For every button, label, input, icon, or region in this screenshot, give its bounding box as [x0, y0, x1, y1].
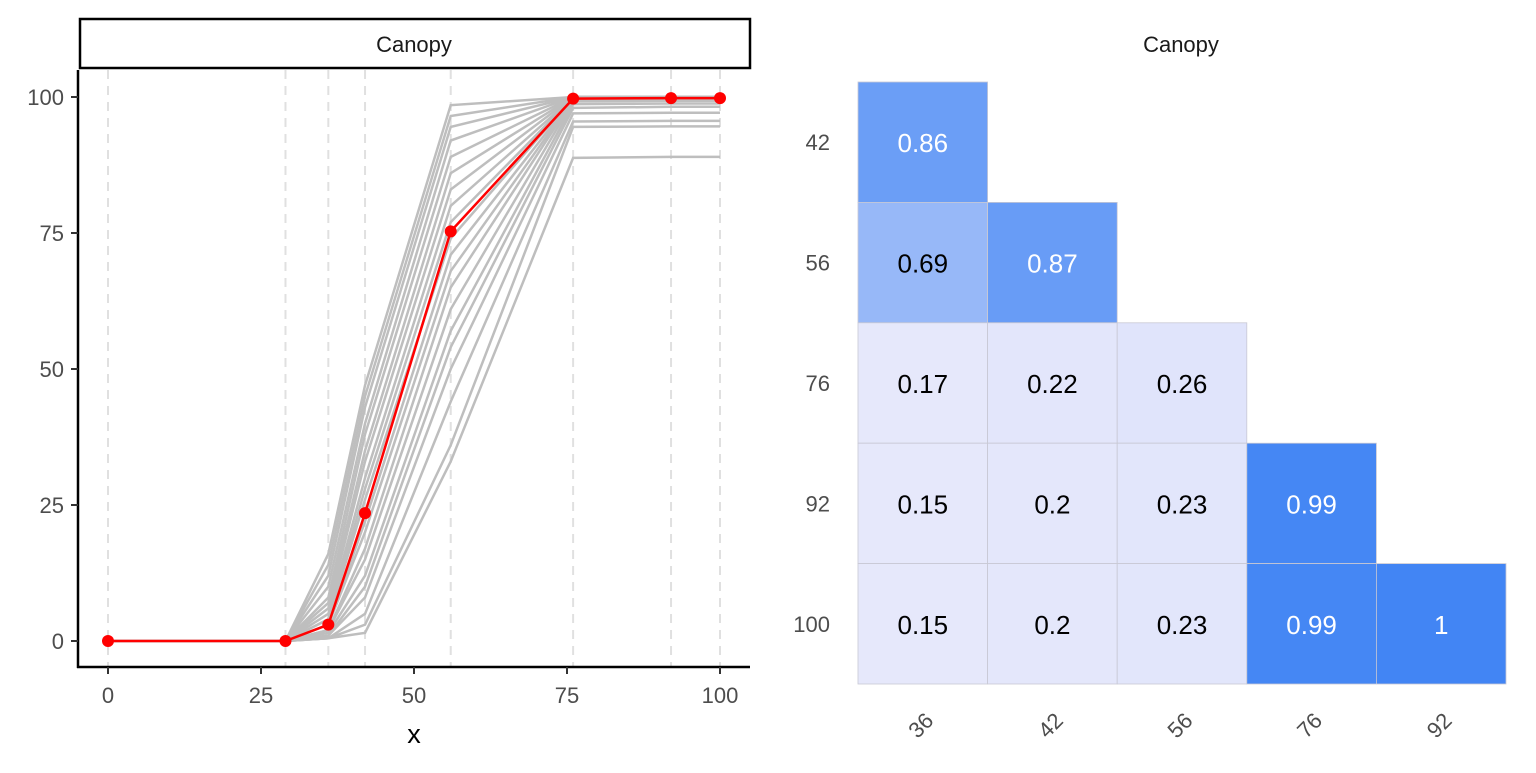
- highlight-point: [714, 92, 726, 105]
- heatmap-x-label: 36: [903, 708, 938, 743]
- heatmap-cell-label: 0.26: [1157, 369, 1208, 399]
- heatmap-cell: [1116, 322, 1248, 444]
- heatmap-cell: [857, 563, 989, 685]
- x-tick-label: 25: [249, 683, 273, 708]
- heatmap-panel: Canopy 0.860.69 0.870.17 0.22 0.260.15 0.2 0.…: [793, 32, 1507, 743]
- facet-strip-label: Canopy: [376, 32, 452, 57]
- heatmap-y-label: 92: [806, 491, 830, 516]
- background-series-line: [108, 111, 720, 643]
- highlight-point: [359, 507, 372, 520]
- heatmap-cell: [857, 442, 989, 565]
- background-series-group: [108, 95, 720, 643]
- x-tick-label: 100: [702, 683, 739, 708]
- facet-strip: [78, 17, 752, 70]
- highlight-point: [444, 225, 457, 238]
- heatmap-cell: [1376, 563, 1507, 685]
- highlight-point: [102, 635, 114, 647]
- heatmap-cell: [1246, 563, 1377, 685]
- heatmap-cell-label: 0.23: [1157, 489, 1208, 519]
- highlight-series-group: [102, 92, 726, 647]
- y-tick-label: 25: [40, 493, 64, 518]
- heatmap-cell-label: 0.99: [1286, 610, 1337, 640]
- highlight-point: [322, 618, 335, 631]
- background-series-line: [108, 105, 720, 643]
- heatmap-cell: [987, 322, 1118, 444]
- heatmap-x-label: 56: [1163, 708, 1198, 743]
- heatmap-y-label: 76: [806, 371, 830, 396]
- heatmap-cell-label: 0.15: [897, 610, 948, 640]
- y-tick-label: 75: [40, 221, 64, 246]
- heatmap-cell: [987, 563, 1118, 685]
- heatmap-cell-label: 0.86: [897, 128, 948, 158]
- highlight-point: [279, 635, 292, 647]
- heatmap-cell-label: 0.22: [1027, 369, 1078, 399]
- heatmap-cell-label: 0.69: [897, 249, 948, 279]
- heatmap-x-label: 92: [1422, 708, 1457, 743]
- heatmap-x-label: 42: [1033, 708, 1068, 743]
- heatmap-y-label: 100: [793, 612, 830, 637]
- background-series-line: [108, 96, 720, 643]
- heatmap-cell-label: 0.23: [1157, 610, 1208, 640]
- highlight-series-line: [108, 96, 720, 643]
- heatmap-cell: [1116, 563, 1248, 685]
- heatmap-cell-label: 0.15: [897, 489, 948, 519]
- heatmap-cell-label: 0.99: [1286, 489, 1337, 519]
- y-tick-label: 100: [27, 85, 64, 110]
- heatmap-cell-label: 1: [1434, 610, 1448, 640]
- line-chart-panel: Canopy 0 25 50 75 100 0 25 50 75 100 x: [27, 17, 752, 749]
- heatmap-cells: 0.86 0.69 0.87 0.17 0.22 0.26 0.15 0.2 0.23 0.99 0…: [857, 81, 1507, 685]
- y-tick-label: 0: [52, 629, 64, 654]
- highlight-point: [567, 92, 580, 105]
- x-axis-title: x: [407, 719, 421, 749]
- x-tick-label: 0: [102, 683, 114, 708]
- heatmap-cell: [987, 442, 1118, 565]
- heatmap-x-label: 76: [1292, 708, 1327, 743]
- heatmap-y-label: 42: [806, 130, 830, 155]
- heatmap-cell: [987, 201, 1118, 324]
- y-tick-label: 50: [40, 357, 64, 382]
- x-tick-label: 75: [555, 683, 579, 708]
- heatmap-cell: [857, 81, 989, 203]
- heatmap-cell: [857, 322, 989, 444]
- heatmap-title: Canopy: [1143, 32, 1219, 57]
- heatmap-y-label: 56: [806, 251, 830, 276]
- line-chart-axes: 0 25 50 75 100 0 25 50 75 100: [27, 70, 750, 708]
- heatmap-cell-label: 0.87: [1027, 249, 1078, 279]
- heatmap-cell-label: 0.2: [1034, 489, 1070, 519]
- heatmap-cell-label: 0.17: [897, 369, 948, 399]
- highlight-point: [665, 92, 678, 105]
- x-tick-label: 50: [402, 683, 426, 708]
- heatmap-cell-label: 0.2: [1034, 610, 1070, 640]
- heatmap-cell: [857, 201, 989, 324]
